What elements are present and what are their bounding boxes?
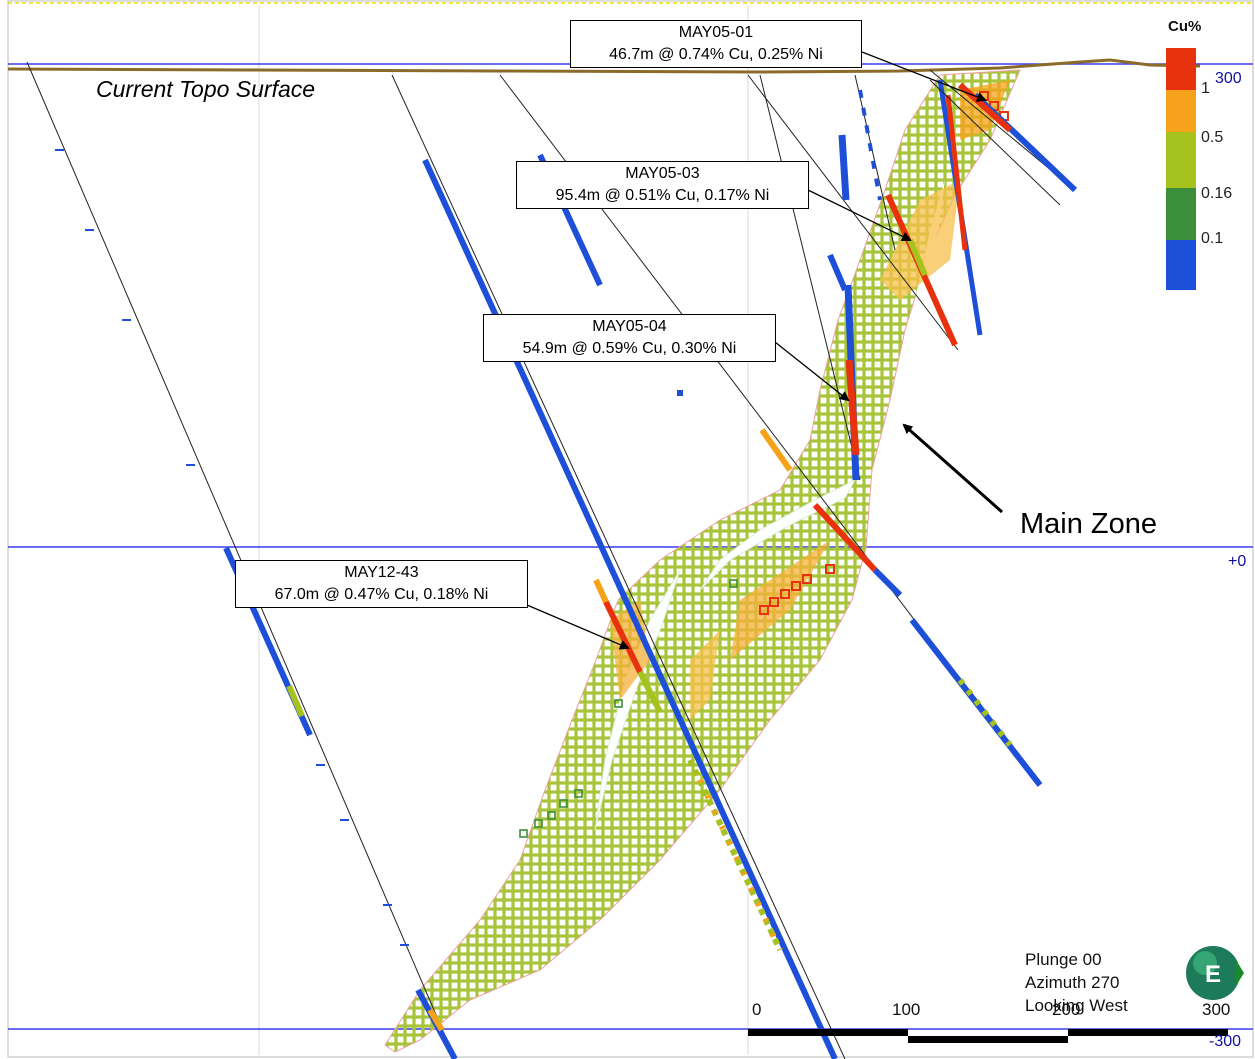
callout-may05-04: MAY05-04 54.9m @ 0.59% Cu, 0.30% Ni xyxy=(483,314,776,362)
main-zone-envelope xyxy=(384,69,1021,1053)
callout-leaders xyxy=(526,51,987,650)
callout-hole-id: MAY12-43 xyxy=(344,564,419,581)
callout-hole-id: MAY05-04 xyxy=(592,318,667,335)
legend-tick: 0.5 xyxy=(1201,129,1224,146)
scale-label: 100 xyxy=(892,1000,921,1019)
elevation-label-mid: +0 xyxy=(1228,553,1247,570)
high-grade-blocks xyxy=(759,91,1009,615)
section-frame xyxy=(7,0,1254,1058)
drill-hole-trace xyxy=(759,74,861,481)
topo-surface-label: Current Topo Surface xyxy=(96,76,316,102)
cu-legend-bar xyxy=(1166,48,1196,290)
view-plunge: Plunge 00 xyxy=(1025,950,1102,969)
elevation-label-bottom: -300 xyxy=(1209,1033,1242,1050)
callout-hole-id: MAY05-03 xyxy=(625,165,700,182)
callout-interval: 95.4m @ 0.51% Cu, 0.17% Ni xyxy=(555,187,770,204)
low-grade-blocks xyxy=(519,579,738,838)
legend-tick: 0.1 xyxy=(1201,230,1224,247)
callout-may12-43: MAY12-43 67.0m @ 0.47% Cu, 0.18% Ni xyxy=(235,560,528,608)
callout-hole-id: MAY05-01 xyxy=(678,24,754,41)
callout-interval: 54.9m @ 0.59% Cu, 0.30% Ni xyxy=(522,340,737,357)
view-azimuth: Azimuth 270 xyxy=(1025,973,1120,992)
legend-tick: 1 xyxy=(1201,80,1210,97)
scale-label: 0 xyxy=(752,1000,762,1019)
callout-interval: 46.7m @ 0.74% Cu, 0.25% Ni xyxy=(609,46,823,63)
legend-title: Cu% xyxy=(1168,18,1202,35)
compass-globe: E xyxy=(1186,946,1244,1000)
scale-label: 300 xyxy=(1202,1000,1231,1019)
main-zone-arrow xyxy=(902,423,1003,514)
topo-surface-line xyxy=(7,58,1201,74)
callout-may05-03: MAY05-03 95.4m @ 0.51% Cu, 0.17% Ni xyxy=(516,161,809,209)
scale-bar xyxy=(748,1029,1228,1043)
scale-label: 200 xyxy=(1052,1000,1081,1019)
compass-letter: E xyxy=(1205,961,1221,988)
elevation-label-top: 300 xyxy=(1215,70,1242,87)
view-looking: Looking West xyxy=(1025,996,1128,1015)
callout-interval: 67.0m @ 0.47% Cu, 0.18% Ni xyxy=(274,586,489,603)
main-zone-label: Main Zone xyxy=(1020,508,1158,540)
drill-hole-assay-may12-43 xyxy=(422,158,838,1059)
view-orientation: Plunge 00 Azimuth 270 Looking West xyxy=(1025,948,1128,1017)
legend-tick: 0.16 xyxy=(1201,185,1233,202)
callout-may05-01: MAY05-01 46.7m @ 0.74% Cu, 0.25% Ni xyxy=(570,20,862,68)
drill-hole-trace xyxy=(391,74,846,1059)
